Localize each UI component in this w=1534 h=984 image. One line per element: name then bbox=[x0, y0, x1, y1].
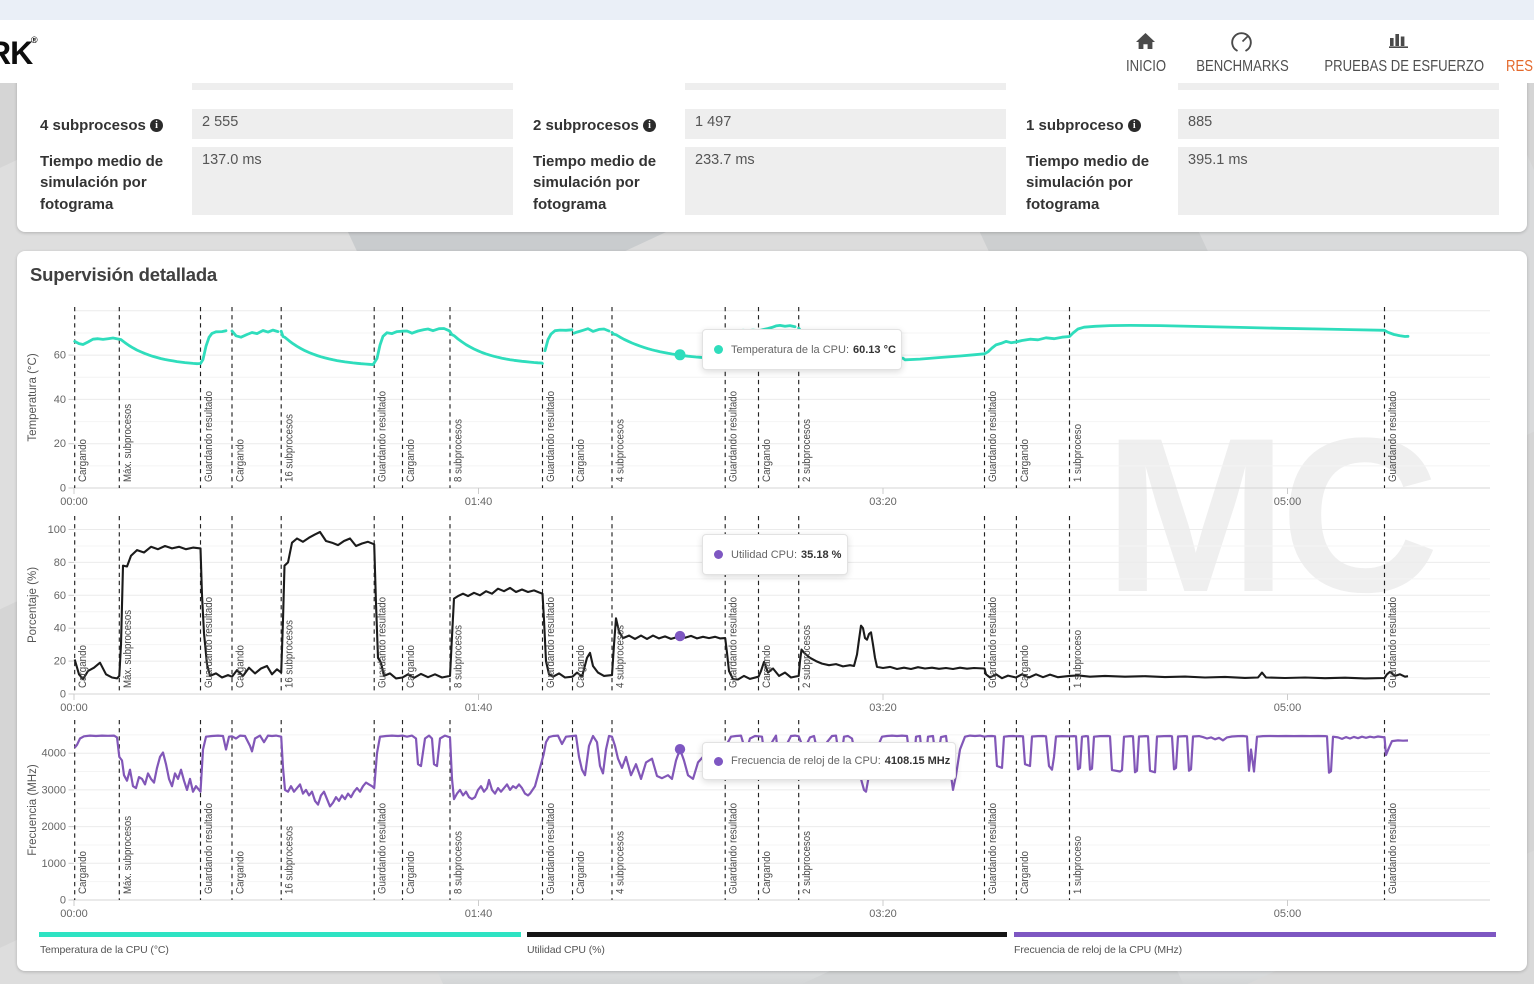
svg-text:00:00: 00:00 bbox=[60, 702, 88, 714]
svg-text:16 subprocesos: 16 subprocesos bbox=[284, 826, 296, 894]
svg-text:40: 40 bbox=[54, 394, 66, 406]
svg-text:Guardando resultado: Guardando resultado bbox=[987, 597, 999, 688]
svg-text:Guardando resultado: Guardando resultado bbox=[728, 803, 740, 894]
svg-text:1 subproceso: 1 subproceso bbox=[1072, 836, 1084, 894]
svg-text:Guardando resultado: Guardando resultado bbox=[545, 391, 557, 482]
svg-text:Cargando: Cargando bbox=[77, 851, 89, 894]
svg-text:Temperatura (°C): Temperatura (°C) bbox=[27, 353, 39, 441]
svg-text:01:40: 01:40 bbox=[465, 702, 493, 714]
svg-text:Guardando resultado: Guardando resultado bbox=[1387, 597, 1399, 688]
svg-text:80: 80 bbox=[54, 557, 66, 569]
svg-text:16 subprocesos: 16 subprocesos bbox=[284, 414, 296, 482]
svg-text:Cargando: Cargando bbox=[235, 645, 247, 688]
svg-text:Guardando resultado: Guardando resultado bbox=[728, 597, 740, 688]
svg-text:Guardando resultado: Guardando resultado bbox=[203, 803, 215, 894]
svg-text:Guardando resultado: Guardando resultado bbox=[203, 391, 215, 482]
svg-text:40: 40 bbox=[54, 623, 66, 635]
svg-text:4 subprocesos: 4 subprocesos bbox=[615, 831, 627, 894]
svg-text:8 subprocesos: 8 subprocesos bbox=[453, 831, 465, 894]
svg-text:2000: 2000 bbox=[42, 821, 66, 833]
svg-text:Cargando: Cargando bbox=[1019, 851, 1031, 894]
svg-text:60: 60 bbox=[54, 350, 66, 362]
svg-text:01:40: 01:40 bbox=[465, 908, 493, 920]
svg-text:100: 100 bbox=[48, 524, 66, 536]
svg-text:0: 0 bbox=[60, 895, 66, 907]
svg-text:05:00: 05:00 bbox=[1274, 702, 1302, 714]
svg-text:4000: 4000 bbox=[42, 748, 66, 760]
svg-text:8 subprocesos: 8 subprocesos bbox=[453, 625, 465, 688]
svg-text:Máx. subprocesos: Máx. subprocesos bbox=[122, 610, 134, 688]
svg-text:Cargando: Cargando bbox=[405, 645, 417, 688]
svg-text:Cargando: Cargando bbox=[1019, 645, 1031, 688]
svg-text:Cargando: Cargando bbox=[761, 851, 773, 894]
svg-text:00:00: 00:00 bbox=[60, 908, 88, 920]
svg-text:Guardando resultado: Guardando resultado bbox=[377, 803, 389, 894]
svg-text:Guardando resultado: Guardando resultado bbox=[203, 597, 215, 688]
svg-text:Máx. subprocesos: Máx. subprocesos bbox=[122, 404, 134, 482]
svg-text:Cargando: Cargando bbox=[575, 439, 587, 482]
svg-text:03:20: 03:20 bbox=[869, 908, 897, 920]
svg-text:00:00: 00:00 bbox=[60, 496, 88, 508]
svg-text:05:00: 05:00 bbox=[1274, 496, 1302, 508]
svg-text:03:20: 03:20 bbox=[869, 496, 897, 508]
svg-text:1000: 1000 bbox=[42, 858, 66, 870]
svg-text:Cargando: Cargando bbox=[405, 851, 417, 894]
svg-text:Guardando resultado: Guardando resultado bbox=[1387, 803, 1399, 894]
svg-text:3000: 3000 bbox=[42, 784, 66, 796]
svg-text:2 subprocesos: 2 subprocesos bbox=[801, 625, 813, 688]
svg-text:0: 0 bbox=[60, 483, 66, 495]
svg-text:2 subprocesos: 2 subprocesos bbox=[801, 419, 813, 482]
svg-text:Guardando resultado: Guardando resultado bbox=[545, 803, 557, 894]
svg-text:Cargando: Cargando bbox=[77, 439, 89, 482]
svg-text:60: 60 bbox=[54, 590, 66, 602]
svg-text:20: 20 bbox=[54, 438, 66, 450]
svg-text:2 subprocesos: 2 subprocesos bbox=[801, 831, 813, 894]
svg-text:4 subprocesos: 4 subprocesos bbox=[615, 625, 627, 688]
svg-text:Cargando: Cargando bbox=[575, 851, 587, 894]
svg-text:01:40: 01:40 bbox=[465, 496, 493, 508]
svg-text:Cargando: Cargando bbox=[575, 645, 587, 688]
svg-text:Guardando resultado: Guardando resultado bbox=[1387, 391, 1399, 482]
svg-text:05:00: 05:00 bbox=[1274, 908, 1302, 920]
svg-text:Cargando: Cargando bbox=[77, 645, 89, 688]
svg-text:Guardando resultado: Guardando resultado bbox=[377, 597, 389, 688]
svg-text:0: 0 bbox=[60, 689, 66, 701]
svg-text:1 subproceso: 1 subproceso bbox=[1072, 630, 1084, 688]
svg-text:1 subproceso: 1 subproceso bbox=[1072, 424, 1084, 482]
svg-text:16 subprocesos: 16 subprocesos bbox=[284, 620, 296, 688]
svg-text:Frecuencia (MHz): Frecuencia (MHz) bbox=[27, 764, 39, 856]
svg-text:Porcentaje (%): Porcentaje (%) bbox=[27, 567, 39, 643]
svg-text:Guardando resultado: Guardando resultado bbox=[987, 391, 999, 482]
svg-text:Cargando: Cargando bbox=[405, 439, 417, 482]
svg-text:Guardando resultado: Guardando resultado bbox=[377, 391, 389, 482]
svg-text:Guardando resultado: Guardando resultado bbox=[728, 391, 740, 482]
svg-text:4 subprocesos: 4 subprocesos bbox=[615, 419, 627, 482]
svg-text:Cargando: Cargando bbox=[235, 851, 247, 894]
svg-text:Guardando resultado: Guardando resultado bbox=[987, 803, 999, 894]
svg-text:03:20: 03:20 bbox=[869, 702, 897, 714]
svg-text:Cargando: Cargando bbox=[235, 439, 247, 482]
svg-text:Cargando: Cargando bbox=[761, 645, 773, 688]
svg-text:Guardando resultado: Guardando resultado bbox=[545, 597, 557, 688]
svg-text:20: 20 bbox=[54, 656, 66, 668]
svg-text:Máx. subprocesos: Máx. subprocesos bbox=[122, 816, 134, 894]
svg-text:8 subprocesos: 8 subprocesos bbox=[453, 419, 465, 482]
svg-text:Cargando: Cargando bbox=[761, 439, 773, 482]
svg-text:Cargando: Cargando bbox=[1019, 439, 1031, 482]
